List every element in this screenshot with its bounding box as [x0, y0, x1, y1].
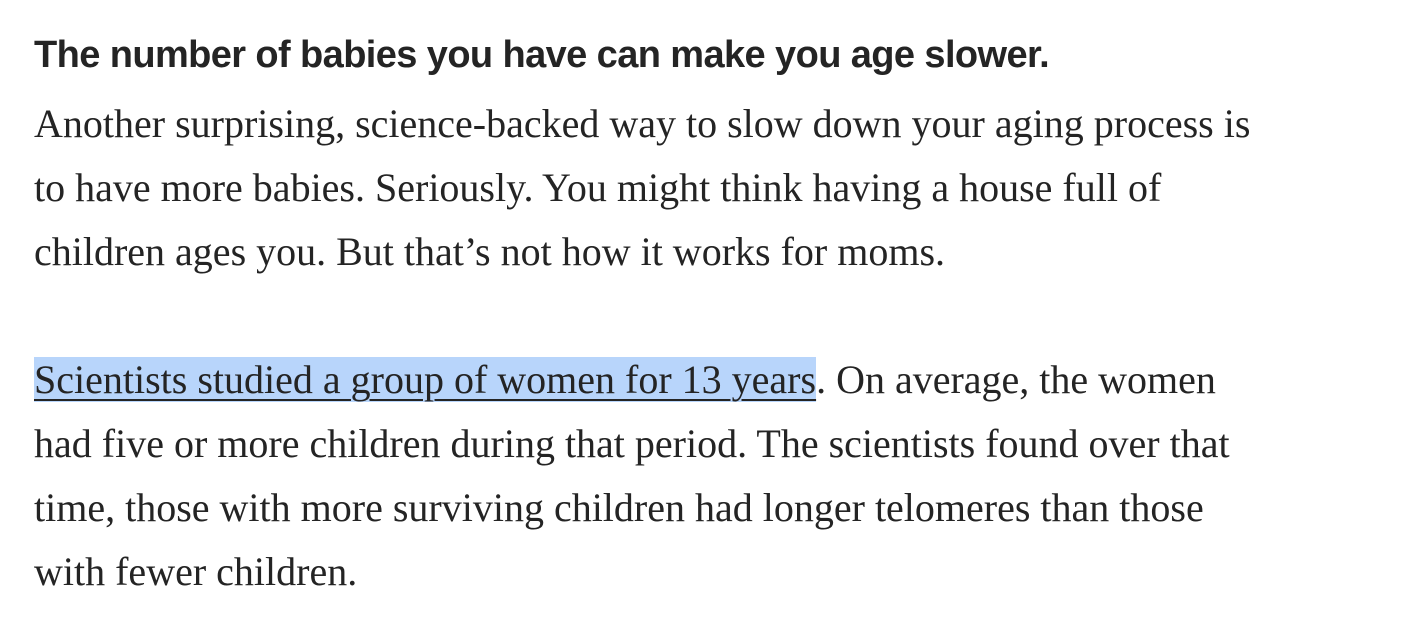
section-heading: The number of babies you have can make y…: [34, 34, 1050, 76]
paragraph-line: time, those with more surviving children…: [34, 485, 1204, 530]
paragraph-text: . On average, the women: [816, 357, 1216, 402]
paragraph-line: had five or more children during that pe…: [34, 421, 1230, 466]
paragraph-line: children ages you. But that’s not how it…: [34, 229, 946, 274]
paragraph-line: to have more babies. Seriously. You migh…: [34, 165, 1162, 210]
paragraph-line: with fewer children.: [34, 549, 358, 594]
paragraph-study: Scientists studied a group of women for …: [34, 348, 1394, 604]
paragraph-line-with-link: Scientists studied a group of women for …: [34, 348, 1394, 412]
paragraph-line: Another surprising, science-backed way t…: [34, 101, 1251, 146]
paragraph-intro: Another surprising, science-backed way t…: [34, 92, 1394, 284]
article-body: The number of babies you have can make y…: [34, 26, 1394, 604]
study-link[interactable]: Scientists studied a group of women for …: [34, 357, 817, 402]
